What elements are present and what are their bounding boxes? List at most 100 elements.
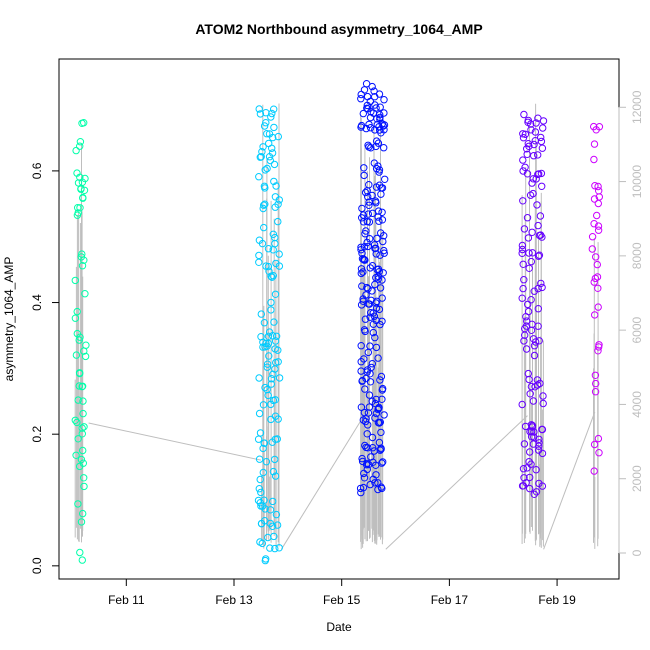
data-point (78, 556, 87, 564)
data-point (262, 339, 270, 348)
x-tick-label: Feb 11 (108, 593, 145, 607)
data-point (357, 121, 366, 130)
x-tick-label: Feb 13 (215, 593, 253, 607)
data-point (371, 414, 379, 422)
data-point (267, 380, 275, 388)
data-point (272, 182, 280, 190)
secondary-y-tick-label: 2000 (630, 465, 644, 492)
data-point (522, 313, 530, 321)
data-point (267, 113, 275, 121)
data-point (367, 108, 375, 116)
data-point (366, 370, 374, 378)
data-point (72, 351, 81, 359)
data-point (594, 226, 603, 234)
data-point (535, 442, 543, 450)
data-point (519, 197, 527, 205)
data-point (591, 311, 599, 319)
data-point (365, 300, 374, 308)
data-point (595, 123, 604, 131)
data-point (539, 124, 547, 132)
x-axis: Feb 11 Feb 13 Feb 15 Feb 17 Feb 19 (108, 578, 576, 607)
data-point (372, 250, 380, 258)
data-point (534, 305, 542, 313)
data-point (369, 444, 377, 452)
data-point (255, 485, 263, 493)
data-point (538, 182, 546, 191)
count-connection-line (543, 411, 596, 550)
data-point (358, 204, 366, 213)
data-point (76, 204, 84, 212)
data-point (519, 284, 527, 293)
data-point (82, 341, 90, 349)
data-point (590, 140, 599, 148)
data-point (524, 234, 533, 242)
data-point (360, 408, 369, 417)
data-point (590, 220, 598, 228)
data-point (380, 232, 388, 240)
data-point (255, 374, 263, 382)
data-point (268, 109, 276, 118)
data-point (263, 385, 271, 394)
data-point (520, 110, 528, 119)
data-point (358, 454, 366, 463)
data-point (521, 163, 529, 172)
data-point (261, 200, 269, 208)
y-axis-label: asymmetry_1064_AMP (2, 257, 16, 382)
data-point (80, 482, 88, 491)
data-point (372, 471, 380, 479)
data-point (76, 462, 84, 471)
data-point (374, 207, 383, 215)
data-point (261, 166, 269, 174)
data-point (526, 390, 534, 398)
data-point (265, 139, 273, 148)
data-point (275, 374, 284, 382)
data-point (528, 179, 536, 187)
data-point (359, 268, 367, 276)
data-point (255, 409, 264, 418)
y-tick-label: 0.4 (30, 294, 44, 311)
data-point (265, 130, 274, 138)
data-point (523, 317, 531, 325)
data-point (358, 255, 367, 263)
data-point (376, 251, 384, 259)
data-point (366, 235, 374, 243)
data-point (79, 409, 87, 418)
data-point (530, 490, 538, 498)
data-point (523, 150, 531, 159)
data-point (257, 488, 265, 497)
data-point (74, 204, 82, 212)
data-point (376, 111, 384, 119)
data-point (372, 395, 380, 404)
data-point (357, 342, 365, 350)
data-point (523, 145, 531, 153)
data-point (538, 283, 546, 292)
data-point (270, 105, 278, 113)
data-point (370, 241, 379, 249)
data-point (266, 506, 275, 514)
data-point (365, 143, 373, 151)
data-point (80, 423, 88, 431)
data-point (272, 259, 280, 268)
data-point (275, 196, 283, 204)
data-point (254, 496, 263, 505)
data-point (377, 372, 386, 381)
data-point (537, 137, 546, 146)
data-point (364, 210, 372, 218)
data-point (378, 276, 386, 284)
data-point (591, 371, 600, 379)
data-point (77, 455, 86, 464)
data-point (270, 160, 279, 169)
data-point (534, 252, 543, 260)
data-point (534, 151, 542, 159)
count-connection-line (280, 407, 370, 550)
data-point (536, 212, 545, 220)
data-point (267, 375, 276, 383)
count-connection-lines (88, 407, 596, 550)
data-point (81, 290, 89, 298)
data-point (378, 386, 386, 394)
data-point (357, 301, 366, 309)
data-point (272, 510, 281, 519)
data-point (80, 119, 88, 127)
data-point (274, 415, 282, 423)
